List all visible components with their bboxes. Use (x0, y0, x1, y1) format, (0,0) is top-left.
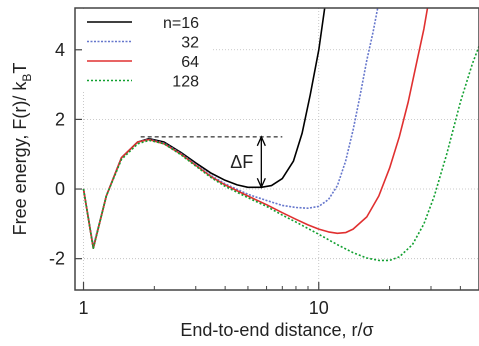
y-axis-label-main: Free energy, F(r)/ k (10, 81, 30, 236)
legend-label-1: n=16 (163, 15, 199, 32)
x-tick-label: 10 (309, 298, 329, 318)
y-tick-label: 4 (55, 40, 65, 60)
legend-label-2: 32 (181, 35, 199, 52)
y-tick-label: -2 (49, 249, 65, 269)
y-tick-label: 0 (55, 179, 65, 199)
y-axis-label: Free energy, F(r)/ kBT (10, 63, 34, 236)
y-tick-label: 2 (55, 109, 65, 129)
legend: n=16 32 64 128 (82, 10, 212, 91)
x-tick-label: 1 (79, 298, 89, 318)
delta-f-label: ΔF (230, 152, 253, 172)
annotation-layer: ΔF (141, 137, 283, 187)
legend-label-4: 128 (172, 74, 199, 91)
y-axis-label-tail: T (10, 63, 30, 74)
y-axis-label-sub: B (20, 74, 34, 82)
legend-label-3: 64 (181, 54, 199, 71)
x-axis-label: End-to-end distance, r/σ (180, 320, 373, 340)
